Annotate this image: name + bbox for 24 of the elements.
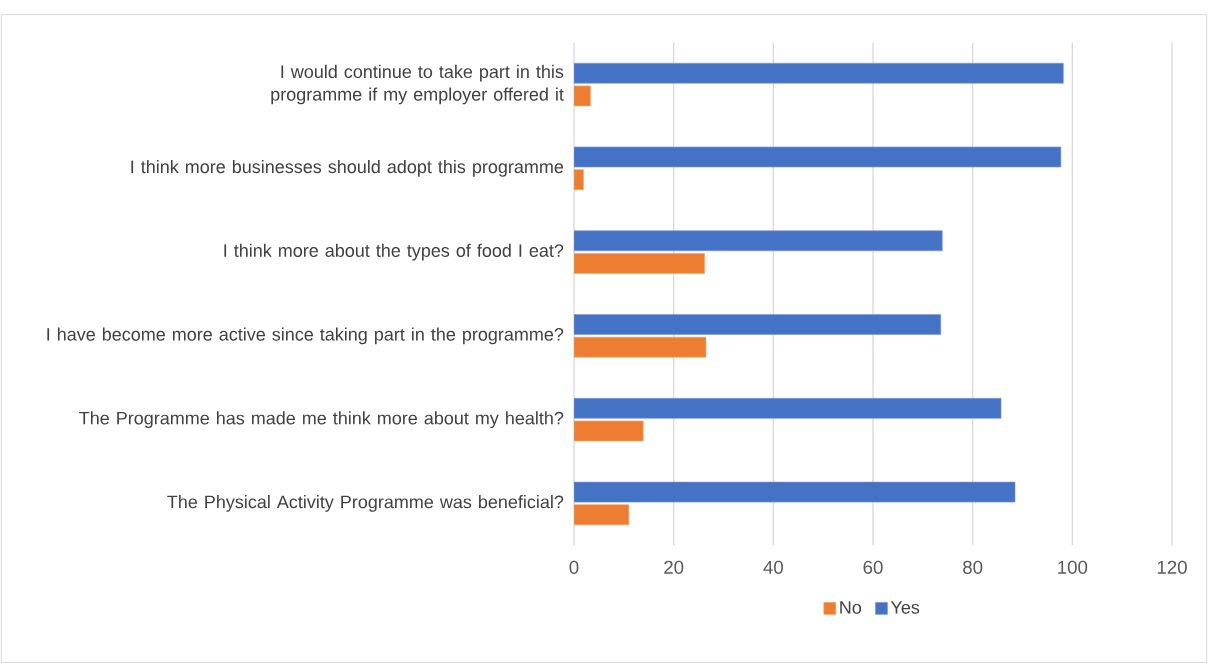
bar	[574, 336, 707, 358]
x-tick-label: 0	[569, 560, 579, 574]
x-tick-label: 60	[863, 560, 883, 574]
bar	[574, 146, 1062, 168]
x-tick-label: 20	[664, 560, 684, 574]
bar	[574, 314, 942, 335]
x-tick-label: 100	[1058, 560, 1088, 574]
bar	[574, 397, 1002, 419]
y-tick-label: The Physical Activity Programme was beneficial?	[167, 495, 564, 512]
bar	[574, 62, 1064, 84]
y-tick-label: I think more businesses should adopt this programme	[131, 159, 564, 177]
bar	[574, 253, 705, 274]
x-tick-label: 80	[963, 560, 983, 574]
y-tick-label: I would continue to take part in this programme if my employer offered it	[271, 64, 564, 105]
y-tick-label: I have become more active since taking part in the programme?	[47, 327, 564, 345]
bar	[574, 481, 1016, 503]
y-tick-label: The Programme has made me think more about my health?	[79, 411, 564, 429]
x-tick-label: 40	[763, 560, 783, 574]
legend-label: No	[840, 601, 862, 614]
legend-label: Yes	[890, 601, 920, 614]
bar	[574, 230, 943, 252]
x-tick-label: 120	[1157, 560, 1187, 574]
y-tick-label: I think more about the types of food I eat?	[224, 243, 564, 261]
bar	[574, 504, 630, 526]
